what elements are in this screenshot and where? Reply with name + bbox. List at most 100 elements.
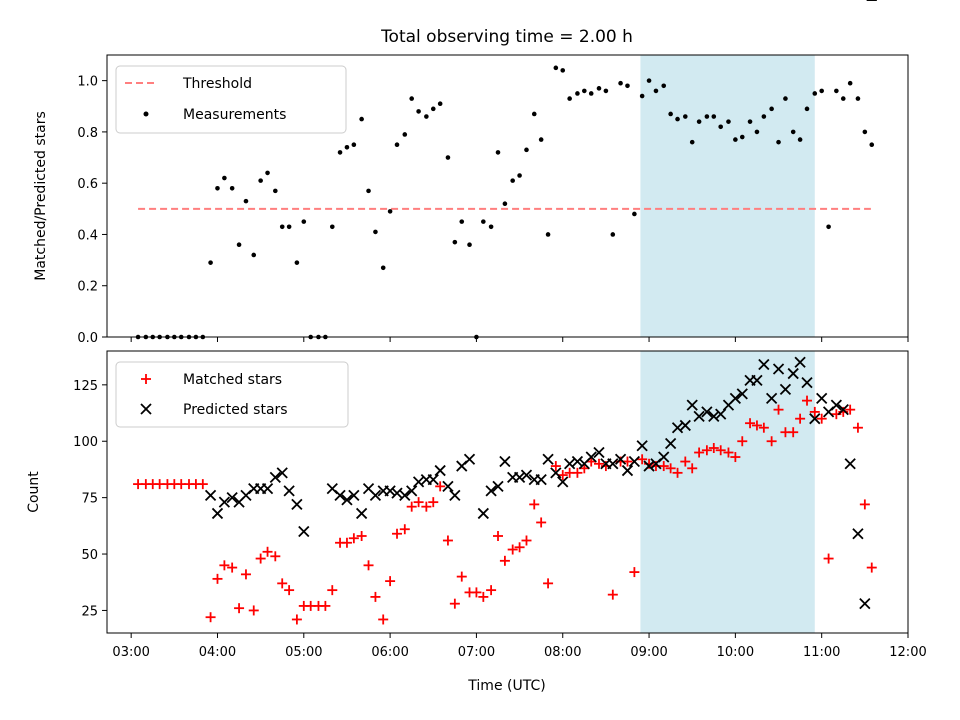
y-tick-label: 0.0 bbox=[77, 331, 98, 346]
y-tick-label: 0.4 bbox=[77, 228, 98, 243]
predicted-star-point bbox=[535, 473, 547, 486]
matched-star-point bbox=[478, 591, 489, 602]
bottom-legend: Matched stars Predicted stars bbox=[115, 361, 349, 428]
measurement-point bbox=[560, 68, 566, 73]
predicted-star-point bbox=[701, 406, 713, 418]
measurement-point bbox=[481, 219, 486, 224]
measurement-point bbox=[208, 260, 213, 265]
predicted-star-point bbox=[477, 507, 489, 520]
matched-star-point bbox=[521, 535, 532, 546]
matched-star-point bbox=[284, 585, 295, 596]
predicted-star-point bbox=[485, 485, 497, 497]
measurement-point bbox=[273, 188, 278, 194]
matched-star-point bbox=[809, 406, 820, 417]
highlight-span bbox=[640, 55, 815, 337]
matched-star-point bbox=[701, 445, 712, 456]
measurement-point bbox=[531, 111, 537, 117]
matched-star-point bbox=[234, 603, 245, 614]
predicted-star-point bbox=[593, 446, 605, 459]
predicted-stars-legend-label: Predicted stars bbox=[183, 402, 288, 418]
matched-star-point bbox=[428, 497, 439, 508]
predicted-star-point bbox=[658, 451, 670, 463]
matched-star-point bbox=[421, 501, 432, 512]
predicted-star-point bbox=[643, 460, 655, 472]
x-tick-label: 04:00 bbox=[199, 645, 236, 660]
matched-star-point bbox=[550, 461, 561, 472]
matched-star-point bbox=[197, 479, 208, 490]
matched-star-point bbox=[255, 553, 266, 564]
predicted-star-point bbox=[628, 455, 641, 468]
predicted-star-point bbox=[291, 498, 303, 511]
measurement-point bbox=[711, 114, 717, 119]
predicted-star-point bbox=[765, 392, 778, 405]
predicted-star-point bbox=[801, 376, 813, 389]
predicted-stars-legend-swatch bbox=[140, 403, 152, 415]
measurement-point bbox=[258, 178, 263, 183]
measurement-point bbox=[437, 101, 443, 107]
matched-star-point bbox=[629, 567, 640, 578]
matched-star-point bbox=[392, 528, 403, 539]
predicted-star-point bbox=[859, 598, 871, 610]
measurement-point bbox=[661, 83, 667, 89]
measurement-point bbox=[294, 260, 300, 265]
matched-star-point bbox=[385, 576, 396, 587]
predicted-star-point bbox=[585, 451, 597, 463]
matched-star-point bbox=[499, 555, 510, 566]
matched-star-point bbox=[413, 497, 424, 508]
predicted-star-point bbox=[787, 367, 799, 380]
highlight-span-bottom bbox=[640, 351, 815, 633]
measurement-point bbox=[776, 139, 781, 145]
y-tick-label: 0.2 bbox=[77, 280, 98, 295]
matched-star-point bbox=[607, 589, 618, 600]
measurement-point bbox=[575, 91, 580, 96]
predicted-star-point bbox=[449, 489, 461, 502]
predicted-star-point bbox=[412, 476, 425, 488]
measurement-point bbox=[754, 129, 760, 135]
x-tick-label: 09:00 bbox=[630, 645, 667, 660]
matched-star-point bbox=[486, 585, 497, 596]
y-tick-label: 125 bbox=[73, 379, 98, 394]
measurement-point bbox=[222, 175, 227, 181]
matched-star-point bbox=[449, 598, 460, 609]
matched-star-point bbox=[205, 612, 216, 623]
predicted-star-point bbox=[736, 388, 748, 400]
y-tick-label: 1.0 bbox=[77, 75, 98, 90]
measurement-point bbox=[855, 96, 861, 101]
bottom-y-axis-label: Count bbox=[26, 471, 42, 513]
x-tick-label: 05:00 bbox=[285, 645, 322, 660]
measurement-point bbox=[445, 155, 451, 160]
matched-star-point bbox=[672, 467, 683, 478]
predicted-star-point bbox=[852, 528, 864, 540]
predicted-star-point bbox=[564, 458, 576, 470]
matched-star-point bbox=[378, 614, 389, 625]
x-tick-label: 06:00 bbox=[371, 645, 408, 660]
measurements-series bbox=[135, 65, 875, 340]
measurement-point bbox=[646, 78, 652, 83]
measurement-point bbox=[862, 129, 868, 135]
predicted-star-point bbox=[809, 413, 821, 425]
predicted-star-point bbox=[671, 422, 684, 434]
measurement-point bbox=[344, 144, 350, 150]
measurement-point bbox=[804, 106, 810, 112]
measurement-point bbox=[769, 106, 774, 112]
measurement-point bbox=[834, 88, 839, 94]
predicted-star-point bbox=[226, 492, 238, 504]
predicted-stars-series bbox=[204, 0, 877, 610]
predicted-star-point bbox=[276, 467, 288, 479]
predicted-star-point bbox=[520, 469, 533, 481]
matched-star-point bbox=[406, 501, 417, 512]
top-panel: 0.0 0.2 0.4 0.6 0.8 1.0 Matched/Predicted sta… bbox=[33, 54, 909, 346]
matched-star-point bbox=[240, 569, 251, 580]
matched-star-point bbox=[262, 546, 273, 557]
predicted-star-point bbox=[729, 392, 742, 405]
predicted-star-point bbox=[830, 399, 842, 411]
measurement-point bbox=[387, 209, 393, 214]
measurement-point bbox=[351, 142, 357, 148]
matched-star-point bbox=[795, 413, 806, 424]
matched-star-point bbox=[219, 560, 230, 571]
measurement-point bbox=[733, 137, 738, 142]
measurement-point bbox=[215, 186, 220, 191]
matched-star-point bbox=[356, 530, 367, 541]
predicted-star-point bbox=[837, 404, 849, 416]
measurement-point bbox=[718, 124, 723, 130]
